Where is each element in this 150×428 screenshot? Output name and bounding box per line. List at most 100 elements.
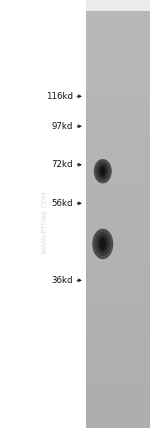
Bar bbox=[86, 355, 150, 357]
Bar bbox=[86, 199, 150, 201]
Bar bbox=[86, 347, 150, 349]
Bar bbox=[86, 419, 150, 422]
Bar bbox=[86, 303, 150, 305]
Bar bbox=[86, 388, 150, 391]
Text: 56kd: 56kd bbox=[51, 199, 73, 208]
Bar bbox=[86, 171, 150, 174]
Bar bbox=[86, 268, 150, 270]
Bar bbox=[86, 144, 150, 147]
Bar bbox=[86, 234, 150, 236]
Bar bbox=[86, 71, 150, 74]
Text: 116kd: 116kd bbox=[46, 92, 73, 101]
Bar bbox=[86, 98, 150, 101]
Bar bbox=[86, 149, 150, 151]
Bar bbox=[86, 54, 150, 57]
Bar bbox=[86, 413, 150, 416]
Bar bbox=[86, 338, 150, 341]
Bar bbox=[86, 151, 150, 153]
Bar bbox=[86, 328, 150, 330]
Bar bbox=[86, 424, 150, 426]
Bar bbox=[86, 48, 150, 51]
Text: WWW.PTGAB.COM: WWW.PTGAB.COM bbox=[42, 191, 48, 254]
Bar bbox=[86, 238, 150, 241]
Bar bbox=[86, 184, 150, 187]
Bar bbox=[86, 366, 150, 368]
Bar bbox=[86, 336, 150, 339]
Bar bbox=[86, 117, 150, 119]
Bar bbox=[86, 77, 150, 80]
Bar bbox=[86, 123, 150, 126]
Bar bbox=[86, 382, 150, 385]
Bar bbox=[86, 194, 150, 197]
Bar bbox=[86, 146, 150, 149]
Ellipse shape bbox=[95, 232, 111, 256]
Bar bbox=[86, 403, 150, 405]
Bar bbox=[86, 326, 150, 328]
Bar bbox=[86, 261, 150, 264]
Bar bbox=[86, 211, 150, 214]
Bar bbox=[86, 376, 150, 378]
Bar bbox=[86, 153, 150, 155]
Bar bbox=[86, 380, 150, 383]
Bar bbox=[86, 92, 150, 95]
Bar bbox=[86, 249, 150, 251]
Bar bbox=[86, 251, 150, 253]
Bar bbox=[86, 236, 150, 238]
Bar bbox=[86, 240, 150, 243]
Text: 97kd: 97kd bbox=[51, 122, 73, 131]
Bar bbox=[86, 140, 150, 143]
Bar bbox=[86, 161, 150, 163]
Bar bbox=[86, 418, 150, 420]
Bar bbox=[86, 69, 150, 71]
Bar bbox=[86, 205, 150, 207]
Bar bbox=[86, 75, 150, 78]
Bar bbox=[86, 136, 150, 138]
Bar bbox=[86, 104, 150, 107]
Ellipse shape bbox=[92, 229, 113, 259]
Bar bbox=[86, 38, 150, 40]
Bar bbox=[86, 286, 150, 288]
Bar bbox=[86, 63, 150, 65]
Bar bbox=[86, 157, 150, 159]
Bar bbox=[86, 11, 150, 13]
Bar bbox=[86, 180, 150, 182]
Bar bbox=[86, 351, 150, 353]
Bar bbox=[86, 405, 150, 407]
Bar bbox=[86, 280, 150, 282]
Bar bbox=[86, 178, 150, 180]
Bar bbox=[86, 313, 150, 316]
Ellipse shape bbox=[98, 164, 107, 178]
Bar bbox=[86, 299, 150, 301]
Bar bbox=[86, 207, 150, 209]
Bar bbox=[86, 175, 150, 178]
Bar bbox=[86, 301, 150, 303]
Bar bbox=[86, 223, 150, 226]
Bar bbox=[86, 67, 150, 70]
Bar bbox=[86, 25, 150, 28]
Bar bbox=[86, 230, 150, 232]
Bar bbox=[86, 372, 150, 374]
Bar bbox=[86, 73, 150, 76]
Bar bbox=[86, 319, 150, 322]
Bar bbox=[86, 115, 150, 118]
Bar bbox=[86, 17, 150, 20]
Bar bbox=[86, 13, 150, 15]
Bar bbox=[86, 226, 150, 228]
Bar bbox=[86, 242, 150, 245]
Bar bbox=[86, 407, 150, 410]
Bar bbox=[86, 305, 150, 307]
Bar bbox=[86, 173, 150, 176]
Bar bbox=[86, 217, 150, 220]
Bar bbox=[86, 215, 150, 218]
Bar bbox=[86, 96, 150, 99]
Bar bbox=[86, 309, 150, 312]
Bar bbox=[86, 192, 150, 195]
Bar bbox=[86, 169, 150, 172]
Bar bbox=[86, 232, 150, 235]
Bar bbox=[86, 188, 150, 190]
Bar bbox=[86, 128, 150, 130]
Bar bbox=[86, 416, 150, 418]
Bar bbox=[86, 292, 150, 295]
Bar bbox=[86, 88, 150, 90]
Bar bbox=[86, 101, 150, 103]
